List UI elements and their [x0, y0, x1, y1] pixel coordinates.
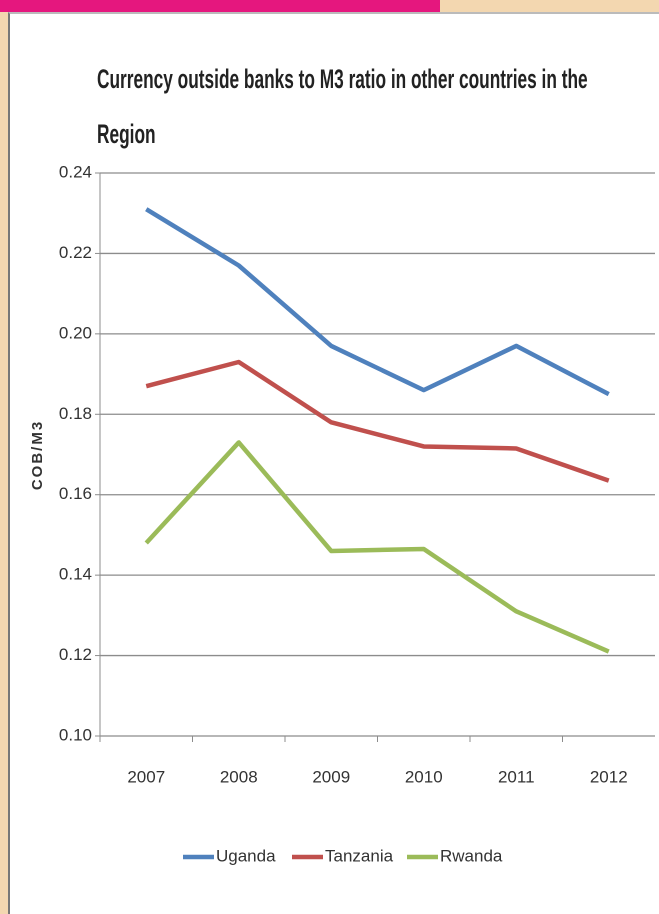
y-tick-label: 0.10 — [59, 725, 92, 744]
x-tick-label: 2009 — [312, 767, 350, 786]
chart-panel — [8, 12, 659, 914]
x-tick-label: 2010 — [405, 767, 443, 786]
y-tick-label: 0.16 — [59, 484, 92, 503]
legend-label: Tanzania — [325, 846, 394, 865]
y-axis-label: COB/M3 — [29, 420, 46, 490]
y-tick-label: 0.22 — [59, 243, 92, 262]
y-tick-label: 0.18 — [59, 404, 92, 423]
y-tick-label: 0.20 — [59, 323, 92, 342]
y-tick-label: 0.14 — [59, 565, 92, 584]
header-bar — [0, 0, 440, 12]
y-tick-label: 0.24 — [59, 162, 92, 181]
series-line — [145, 359, 610, 483]
y-tick-label: 0.12 — [59, 645, 92, 664]
chart-title: Currency outside banks to M3 ratio in ot… — [97, 64, 588, 149]
series-line — [144, 440, 610, 654]
series-line — [145, 207, 610, 397]
x-tick-label: 2007 — [127, 767, 165, 786]
x-tick-label: 2012 — [590, 767, 628, 786]
legend-label: Uganda — [216, 846, 276, 865]
legend-label: Rwanda — [440, 846, 503, 865]
x-tick-label: 2011 — [498, 767, 535, 786]
x-tick-label: 2008 — [220, 767, 258, 786]
